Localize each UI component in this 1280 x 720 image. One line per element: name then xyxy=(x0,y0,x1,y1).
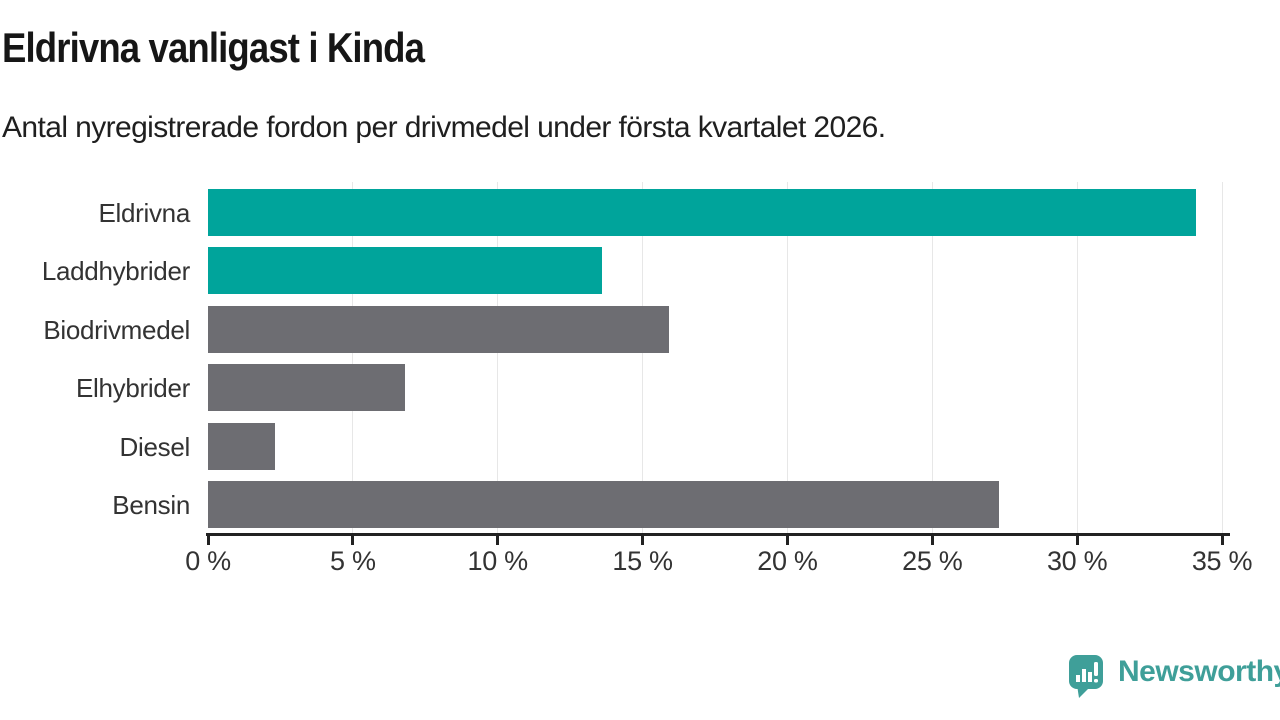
category-label: Laddhybrider xyxy=(41,256,190,286)
x-tick-label: 5 % xyxy=(330,546,376,576)
category-label: Bensin xyxy=(112,490,190,520)
x-tick-label: 20 % xyxy=(757,546,818,576)
chart-subtitle: Antal nyregistrerade fordon per drivmede… xyxy=(2,111,886,144)
x-axis-tick xyxy=(206,536,210,545)
bar xyxy=(208,364,405,411)
x-axis-tick xyxy=(930,536,934,545)
gridline xyxy=(1221,182,1223,533)
category-label: Elhybrider xyxy=(75,373,190,403)
x-tick-label: 30 % xyxy=(1046,546,1108,576)
chart-title: Eldrivna vanligast i Kinda xyxy=(2,24,425,71)
x-tick-label: 35 % xyxy=(1191,546,1253,576)
x-tick-label: 10 % xyxy=(467,546,529,576)
category-label: Diesel xyxy=(119,432,191,462)
x-axis-tick xyxy=(1075,536,1079,545)
gridline xyxy=(642,182,644,533)
x-tick-label: 25 % xyxy=(902,546,963,576)
newsworthy-wordmark: Newsworthy xyxy=(1118,655,1280,688)
x-axis-tick xyxy=(785,536,789,545)
x-axis-tick xyxy=(1220,536,1224,545)
bar xyxy=(208,306,669,353)
bar xyxy=(208,189,1196,236)
x-axis-tick xyxy=(351,536,355,545)
x-axis-tick xyxy=(496,536,500,545)
gridline xyxy=(786,182,788,533)
x-axis-tick xyxy=(641,536,645,545)
bar xyxy=(208,423,275,470)
category-label: Biodrivmedel xyxy=(43,315,190,345)
bar xyxy=(208,247,602,294)
gridline xyxy=(1076,182,1078,533)
x-axis-line xyxy=(206,533,1230,536)
x-tick-label: 0 % xyxy=(185,546,231,576)
bar-chart-speech-bubble-icon xyxy=(1069,655,1103,698)
gridline xyxy=(352,182,354,533)
bar xyxy=(208,481,999,528)
gridline xyxy=(497,182,499,533)
newsworthy-logo: Newsworthy xyxy=(1068,654,1280,700)
gridline xyxy=(931,182,933,533)
x-tick-label: 15 % xyxy=(612,546,673,576)
category-label: Eldrivna xyxy=(98,198,190,228)
